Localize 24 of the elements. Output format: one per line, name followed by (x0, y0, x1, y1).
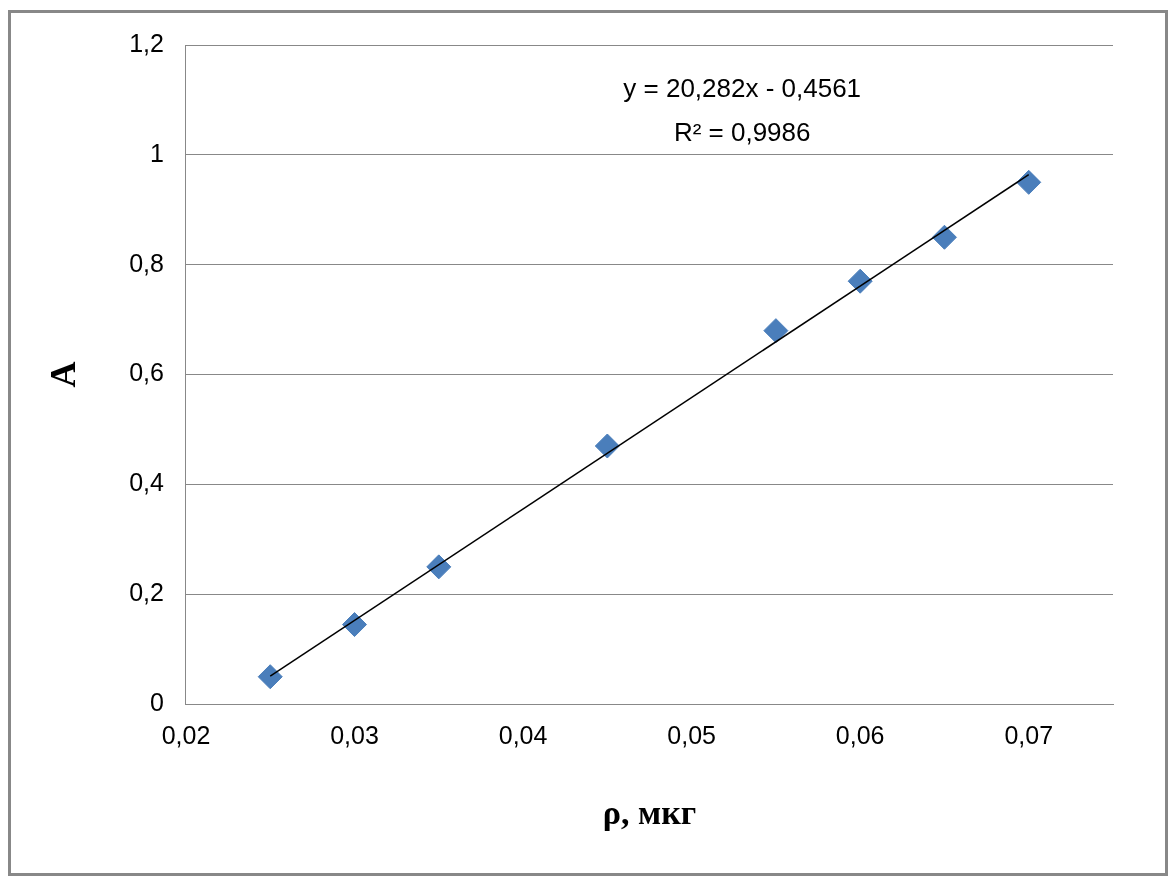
x-axis-title: ρ, мкг (602, 794, 697, 832)
annotation: y = 20,282x - 0,4561 (623, 73, 862, 104)
point (763, 318, 789, 344)
y-tick-label: 0 (150, 688, 164, 717)
point (847, 268, 873, 294)
annotation: R² = 0,9986 (673, 117, 811, 148)
x-tick-label: 0,07 (1004, 721, 1054, 750)
y-tick-label: 0,8 (129, 248, 164, 277)
x-tick-label: 0,03 (330, 721, 379, 750)
y-tick-label: 1 (150, 138, 164, 167)
y-tick-label: 0,6 (129, 358, 164, 387)
x-tick-label: 0,04 (498, 721, 548, 750)
x-tick-label: 0,02 (161, 721, 211, 750)
point (594, 433, 620, 459)
y-tick-label: 0,4 (129, 468, 165, 497)
y-axis-title: A (42, 361, 83, 388)
point (931, 224, 957, 250)
x-tick-label: 0,06 (835, 721, 885, 750)
point (257, 664, 283, 690)
point (1016, 169, 1042, 195)
x-tick-label: 0,05 (667, 721, 716, 750)
y-tick-label: 0,2 (129, 578, 164, 607)
point (426, 554, 452, 580)
y-tick-label: 1,2 (129, 28, 164, 57)
